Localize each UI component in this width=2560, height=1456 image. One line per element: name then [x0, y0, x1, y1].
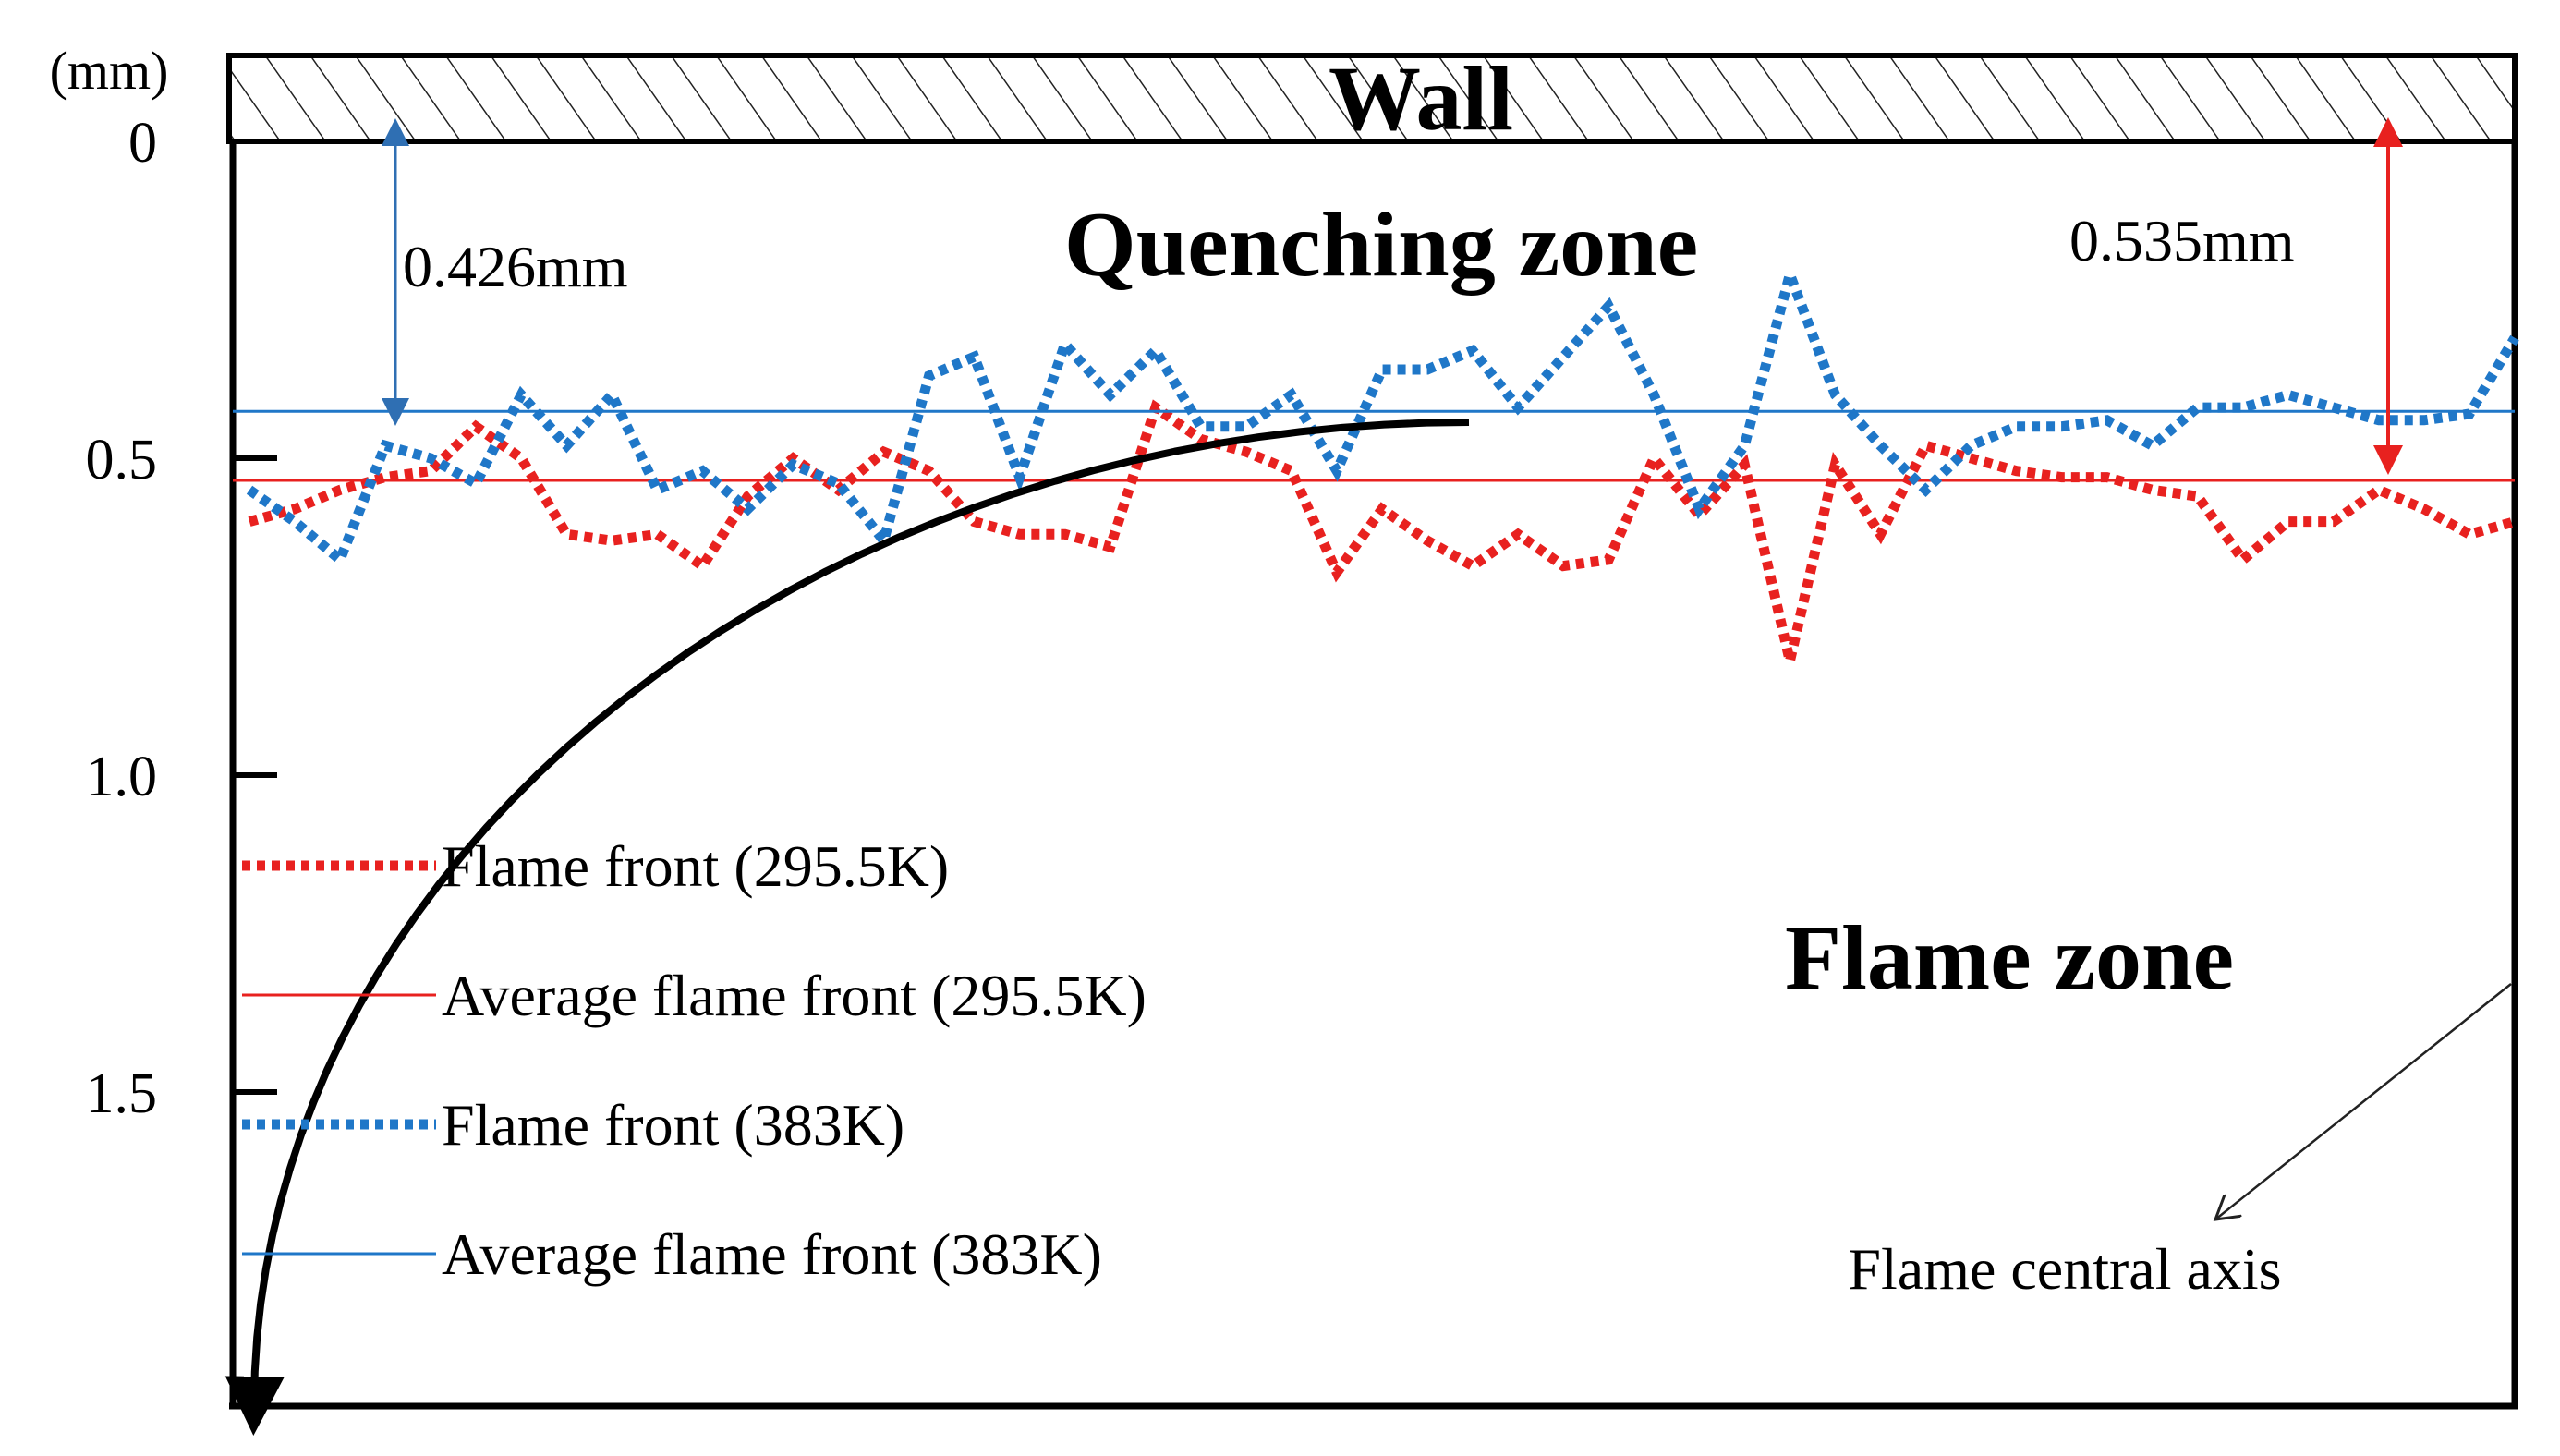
series-layer [224, 258, 2519, 1436]
dist-383-label: 0.426mm [403, 234, 628, 299]
dist-295-label: 0.535mm [2069, 208, 2295, 273]
y-tick-label: 0.5 [86, 429, 158, 491]
wall-label: Wall [1329, 47, 1513, 150]
series-dotted-line [246, 258, 2519, 568]
central-axis-label: Flame central axis [1848, 1236, 2281, 1302]
y-tick-label: 0 [128, 112, 157, 175]
y-tick-label: 1.0 [86, 746, 158, 808]
y-unit-label: (mm) [50, 41, 169, 101]
y-ticks: 0 0.5 1.0 1.5 [86, 112, 277, 1125]
y-tick-label: 1.5 [86, 1062, 158, 1125]
legend-label: Flame front (383K) [442, 1092, 904, 1158]
quenching-zone-label: Quenching zone [1064, 193, 1698, 296]
wall [226, 53, 2518, 144]
legend-label: Average flame front (295.5K) [442, 963, 1147, 1028]
flame-profile-curve [224, 419, 1470, 1436]
flame-zone-label: Flame zone [1785, 906, 2234, 1009]
legend: Flame front (295.5K) Average flame front … [242, 833, 1147, 1287]
central-axis-pointer [2215, 983, 2512, 1219]
legend-label: Flame front (295.5K) [442, 833, 949, 899]
legend-label: Average flame front (383K) [442, 1221, 1102, 1287]
series-dotted-line [248, 399, 2517, 662]
